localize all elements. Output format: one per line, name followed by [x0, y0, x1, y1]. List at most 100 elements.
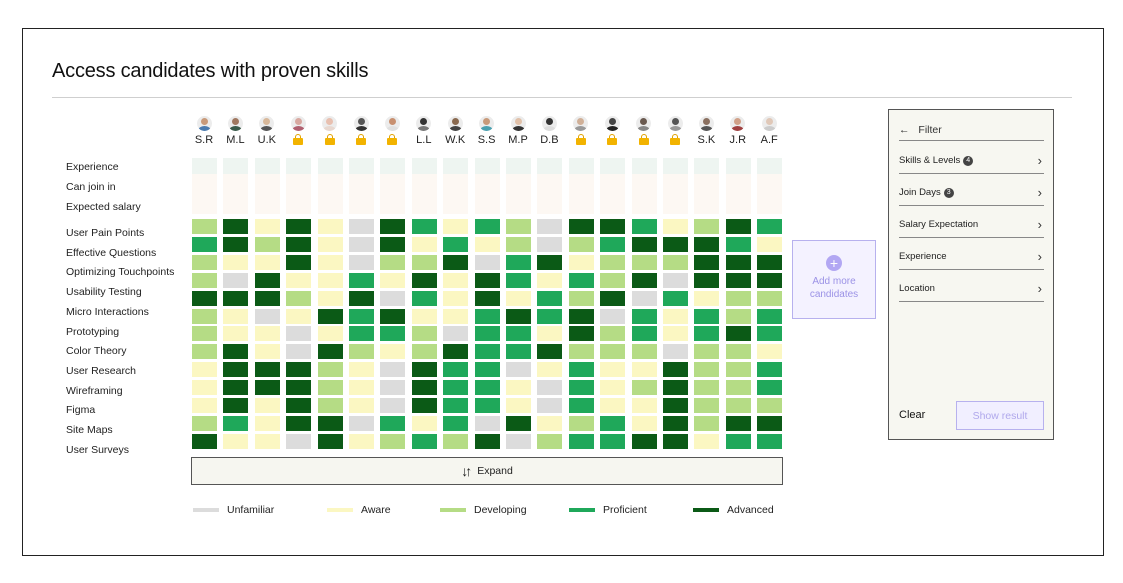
lock-body	[293, 138, 304, 145]
filter-item[interactable]: Experience ›	[899, 249, 1044, 265]
skill-cell	[380, 433, 406, 449]
info-cell	[568, 174, 594, 194]
candidate-column[interactable]	[378, 116, 406, 145]
legend-item: Advanced	[693, 504, 774, 516]
candidate-column[interactable]: M.L	[221, 116, 249, 146]
skill-cell	[317, 362, 343, 378]
candidate-column[interactable]	[630, 116, 658, 145]
skill-cell	[223, 380, 249, 396]
skill-cell	[380, 326, 406, 342]
skill-cell	[349, 398, 374, 413]
skill-cell	[725, 254, 751, 270]
lock-icon	[638, 134, 649, 145]
info-cell	[317, 158, 343, 174]
expand-button[interactable]: ↓↑ Expand	[191, 457, 783, 485]
skill-cell	[349, 308, 374, 324]
info-cell	[254, 158, 280, 174]
skill-cell	[443, 290, 469, 306]
skill-cell	[506, 290, 531, 306]
info-cell	[317, 194, 343, 214]
candidate-column[interactable]: S.K	[692, 116, 720, 146]
filter-item[interactable]: Skills & Levels 4 ›	[899, 153, 1044, 169]
legend-swatch	[569, 508, 595, 512]
lock-icon	[324, 134, 335, 145]
candidate-column[interactable]	[316, 116, 344, 145]
skill-cell	[506, 380, 531, 396]
info-cell	[631, 194, 657, 214]
skill-cell	[411, 415, 437, 431]
filter-item[interactable]: Salary Expectation ›	[899, 217, 1044, 233]
info-cell	[757, 158, 783, 174]
info-cell	[254, 174, 280, 194]
skill-row-label: User Research	[66, 364, 137, 377]
skill-cell	[286, 290, 312, 306]
skill-cell	[286, 272, 312, 288]
candidate-column[interactable]: W.K	[441, 116, 469, 146]
skill-cell	[694, 398, 720, 413]
chevron-right-icon: ›	[1037, 217, 1042, 232]
info-cell	[568, 194, 594, 214]
plus-icon: +	[826, 255, 842, 271]
filter-back-button[interactable]: ← Filter	[899, 124, 942, 136]
candidate-column[interactable]	[347, 116, 375, 145]
candidate-column[interactable]: S.R	[190, 116, 218, 146]
skill-cell	[286, 415, 312, 431]
info-cell	[286, 194, 312, 214]
candidate-column[interactable]	[661, 116, 689, 145]
candidate-column[interactable]: D.B	[535, 116, 563, 146]
skill-cell	[317, 344, 343, 360]
skill-cell	[663, 362, 688, 378]
candidate-column[interactable]	[567, 116, 595, 145]
skill-cell	[192, 308, 217, 324]
info-cell	[349, 158, 374, 174]
skill-cell	[443, 398, 469, 413]
skill-cell	[537, 272, 563, 288]
skill-cell	[537, 308, 563, 324]
add-more-candidates-button[interactable]: + Add more candidates	[792, 240, 876, 319]
info-row-label: Experience	[66, 161, 119, 173]
skill-cell	[443, 254, 469, 270]
info-cell	[411, 158, 437, 174]
skill-cell	[443, 380, 469, 396]
skill-cell	[506, 254, 531, 270]
candidate-column[interactable]: M.P	[504, 116, 532, 146]
skill-cell	[223, 398, 249, 413]
candidate-name: W.K	[445, 134, 466, 146]
filter-item-label: Salary Expectation	[899, 219, 979, 230]
skill-cell	[380, 308, 406, 324]
candidate-column[interactable]: S.S	[473, 116, 501, 146]
legend-swatch	[327, 508, 353, 512]
candidate-column[interactable]: U.K	[253, 116, 281, 146]
add-more-label-1: Add more	[812, 276, 856, 287]
skill-cell	[443, 308, 469, 324]
skill-cell	[694, 236, 720, 252]
candidate-name: S.S	[477, 134, 496, 146]
skill-cell	[694, 219, 720, 234]
candidate-column[interactable]: A.F	[755, 116, 783, 146]
candidate-column[interactable]	[284, 116, 312, 145]
candidate-column[interactable]	[598, 116, 626, 145]
skill-cell	[725, 362, 751, 378]
skill-cell	[443, 415, 469, 431]
chevron-right-icon: ›	[1037, 185, 1042, 200]
filter-item-label: Join Days	[899, 187, 941, 198]
candidate-name: M.L	[226, 134, 245, 146]
legend-item: Aware	[327, 504, 391, 516]
show-result-button[interactable]: Show result	[956, 401, 1044, 430]
skill-cell	[537, 326, 563, 342]
lock-shackle	[577, 134, 584, 140]
skill-cell	[380, 380, 406, 396]
candidate-column[interactable]: L.L	[410, 116, 438, 146]
filter-item[interactable]: Join Days 3 ›	[899, 185, 1044, 201]
filter-item[interactable]: Location ›	[899, 281, 1044, 297]
page-title: Access candidates with proven skills	[52, 60, 369, 82]
skill-cell	[443, 344, 469, 360]
info-cell	[223, 194, 249, 214]
skill-cell	[380, 272, 406, 288]
lock-icon	[670, 134, 680, 145]
skill-cell	[568, 380, 594, 396]
candidate-column[interactable]: J.R	[724, 116, 752, 146]
skill-cell	[757, 344, 783, 360]
skill-cell	[474, 433, 500, 449]
clear-button[interactable]: Clear	[899, 409, 926, 421]
